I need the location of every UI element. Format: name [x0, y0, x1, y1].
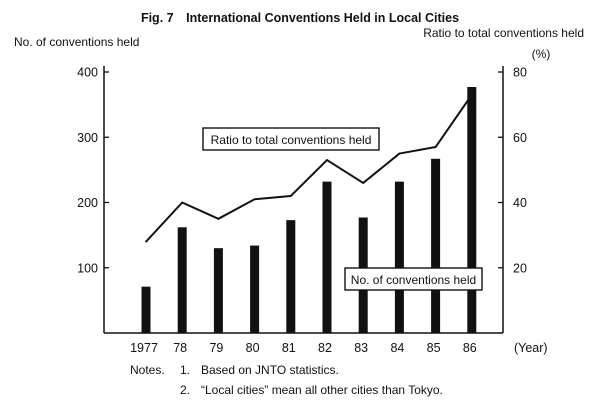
note-1-text: Based on JNTO statistics.: [201, 363, 339, 377]
bar: [394, 181, 404, 333]
ratio-line-point: [434, 146, 437, 148]
y-tick-label: 200: [77, 196, 98, 210]
tick-labels-group: 100 200 300 400 20 40 60 80 1977 78 79 80 81 82 83 84 85…: [77, 66, 527, 356]
bar: [177, 227, 187, 333]
bar: [213, 248, 223, 333]
notes-heading: Notes.: [130, 363, 165, 377]
bar: [250, 245, 260, 333]
x-tick-label: 1977: [130, 341, 158, 355]
ratio-annotation-label: Ratio to total conventions held: [211, 133, 372, 147]
chart-title: Fig. 7 International Conventions Held in…: [141, 11, 459, 25]
note-1-number: 1.: [180, 363, 190, 377]
ratio-line-point: [398, 152, 401, 155]
ratio-line-point: [362, 182, 365, 184]
ratio-line-group: [145, 93, 473, 243]
y2-axis-unit: (%): [532, 47, 551, 61]
ratio-line-point: [289, 195, 292, 197]
x-tick-label: 86: [463, 341, 477, 355]
bar: [467, 87, 477, 333]
ratio-line-point: [217, 217, 220, 220]
ratio-line-point: [181, 201, 184, 204]
x-tick-label: 81: [282, 341, 296, 355]
count-annotation: No. of conventions held: [344, 267, 483, 291]
y2-tick-label: 40: [513, 196, 527, 210]
x-tick-label: 83: [354, 341, 368, 355]
y2-tick-label: 20: [513, 261, 527, 275]
y-axis-title: No. of conventions held: [14, 35, 139, 49]
bars-group: [141, 87, 477, 333]
count-annotation-label: No. of conventions held: [351, 273, 476, 287]
y2-tick-label: 80: [513, 66, 527, 80]
note-2-number: 2.: [180, 383, 190, 397]
ratio-line-point: [326, 159, 328, 161]
count-annotation-box: [344, 267, 483, 291]
x-tick-label: 85: [427, 341, 441, 355]
bar: [322, 181, 332, 333]
ratio-line-point: [145, 240, 147, 243]
note-2-text: “Local cities” mean all other cities tha…: [201, 383, 443, 397]
y2-axis-title: Ratio to total conventions held: [423, 26, 584, 40]
ratio-annotation: Ratio to total conventions held: [202, 127, 380, 151]
y-tick-label: 400: [77, 66, 98, 80]
y-tick-label: 300: [77, 131, 98, 145]
x-tick-label: 78: [173, 341, 187, 355]
ratio-line-point: [253, 198, 256, 201]
x-tick-label: 80: [246, 341, 260, 355]
bar: [431, 158, 441, 333]
y-tick-label: 100: [77, 261, 98, 275]
y2-tick-label: 60: [513, 131, 527, 145]
ratio-line-point: [470, 93, 473, 96]
axes: [103, 66, 504, 334]
x-tick-label: 82: [318, 341, 332, 355]
x-tick-label: 79: [209, 341, 223, 355]
ratio-line: [145, 94, 473, 243]
x-tick-label: 84: [390, 341, 404, 355]
bar: [141, 286, 151, 333]
bar: [286, 220, 296, 333]
notes: Notes. 1. Based on JNTO statistics. 2. “…: [130, 363, 443, 397]
x-axis-title: (Year): [514, 341, 548, 355]
ratio-annotation-box: [202, 127, 380, 151]
